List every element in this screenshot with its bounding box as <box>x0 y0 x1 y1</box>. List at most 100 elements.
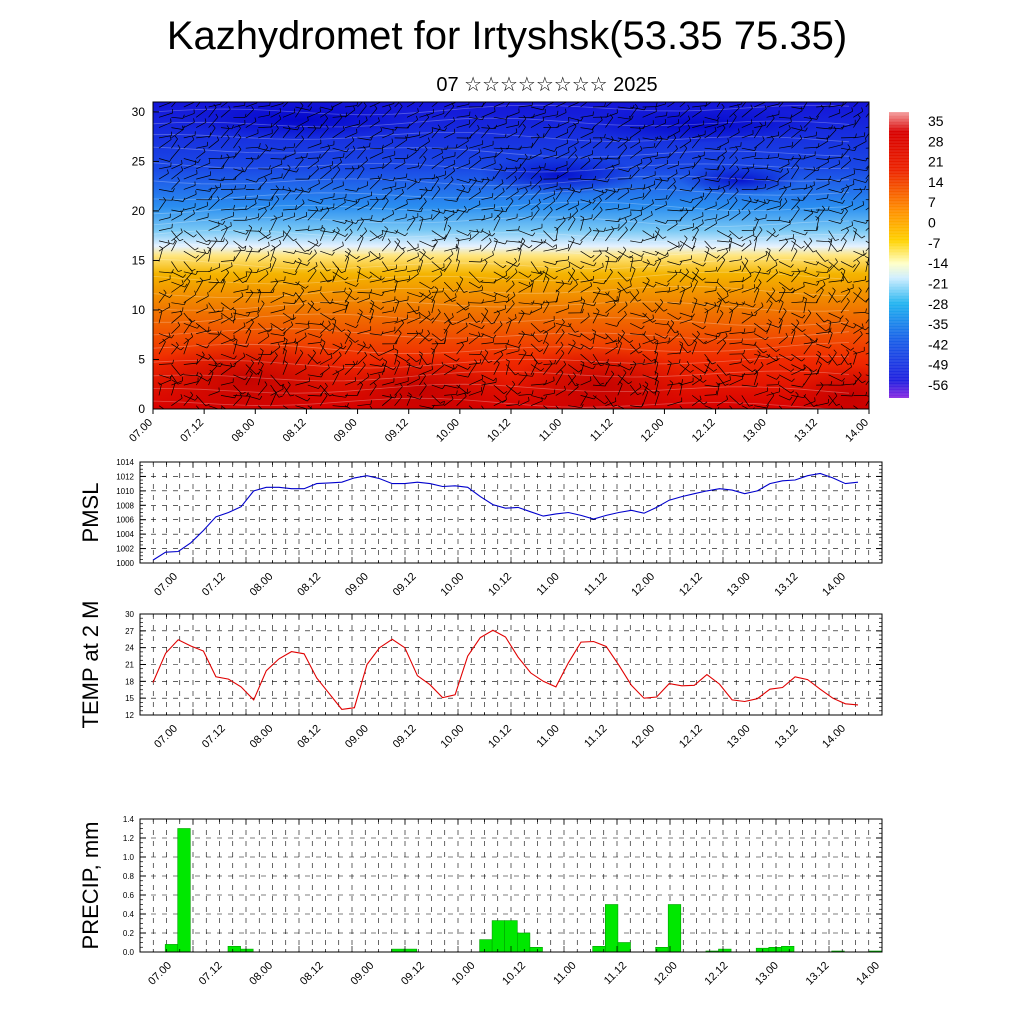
wind-barb <box>233 395 248 397</box>
wind-barb-flag <box>484 259 488 263</box>
wind-barb <box>295 215 307 221</box>
wind-barb <box>840 366 852 376</box>
wind-barb-flag <box>843 276 845 281</box>
wind-barb <box>481 144 494 149</box>
wind-barb-flag <box>555 289 560 293</box>
wind-barb-flag <box>222 176 225 181</box>
wind-barb-flag <box>316 165 319 170</box>
x-tick-label: 10.12 <box>486 571 514 599</box>
wind-barb-flag <box>264 207 267 211</box>
wind-barb-flag <box>607 358 609 363</box>
wind-barb-flag <box>324 392 328 396</box>
wind-barb-flag <box>877 330 878 334</box>
wind-barb <box>258 245 270 252</box>
wind-barb-flag <box>668 287 671 292</box>
wind-barb-flag <box>631 266 636 270</box>
wind-barb-flag <box>816 226 819 231</box>
wind-barb <box>456 123 470 128</box>
wind-barb-flag <box>851 221 853 226</box>
wind-barb-flag <box>870 277 873 280</box>
wind-barb-flag <box>829 102 832 106</box>
wind-barb <box>245 292 254 303</box>
wind-barb <box>295 250 311 255</box>
wind-barb-flag <box>206 415 210 417</box>
wind-barb <box>642 362 655 365</box>
wind-barb <box>468 302 483 304</box>
wind-barb-flag <box>275 185 279 189</box>
wind-barb <box>815 208 825 221</box>
wind-barb-flag <box>873 218 875 222</box>
wind-barb <box>654 230 663 239</box>
wind-barb <box>840 383 856 386</box>
wind-barb <box>505 261 517 273</box>
wind-barb <box>803 261 817 266</box>
wind-barb-flag <box>342 125 345 131</box>
wind-barb <box>195 280 204 293</box>
wind-barb <box>729 269 741 273</box>
wind-barb-flag <box>834 392 838 396</box>
wind-barb <box>158 200 167 211</box>
wind-barb <box>853 353 857 365</box>
wind-barb-flag <box>325 124 329 129</box>
wind-barb <box>505 384 516 396</box>
wind-barb-flag <box>519 145 522 150</box>
wind-barb <box>741 405 750 409</box>
wind-barb <box>258 114 270 118</box>
wind-barb-flag <box>250 157 254 161</box>
wind-barb <box>406 333 419 345</box>
y-tick-label: 1.2 <box>123 834 135 843</box>
wind-barb-flag <box>500 351 504 355</box>
wind-barb <box>158 292 167 303</box>
wind-barb-flag <box>684 144 688 149</box>
wind-barb <box>629 386 642 396</box>
wind-barb <box>518 312 525 324</box>
colorbar-label: -49 <box>928 357 948 373</box>
wind-barb-flag <box>520 238 523 243</box>
wind-barb <box>444 296 457 304</box>
wind-barb <box>642 353 652 362</box>
wind-barb-flag <box>488 230 491 235</box>
wind-barb <box>555 321 565 334</box>
wind-barb <box>282 342 296 345</box>
wind-barb <box>716 157 725 170</box>
wind-barb-flag <box>675 220 678 225</box>
wind-barb-flag <box>428 310 431 315</box>
wind-barb <box>307 160 319 170</box>
wind-barb <box>171 397 183 406</box>
wind-barb <box>481 382 497 386</box>
wind-barb <box>320 250 333 256</box>
wind-barb <box>853 374 862 386</box>
wind-barb <box>753 306 764 314</box>
wind-barb <box>518 230 533 237</box>
wind-barb-flag <box>767 154 770 159</box>
y-tick-label: 1.4 <box>123 815 135 824</box>
wind-barb <box>716 384 720 396</box>
wind-barb <box>630 127 644 129</box>
wind-barb <box>431 404 444 407</box>
wind-barb <box>245 270 253 283</box>
wind-barb-flag <box>406 154 409 159</box>
wind-barb <box>332 346 343 355</box>
pmsl-ylabel: PMSL <box>78 483 103 543</box>
wind-barb-flag <box>571 267 576 271</box>
wind-barb <box>729 331 745 334</box>
wind-barb <box>605 292 617 302</box>
wind-barb <box>567 270 576 283</box>
wind-barb-flag <box>493 334 497 339</box>
wind-barb <box>344 189 357 192</box>
wind-barb <box>381 261 389 271</box>
wind-barb-flag <box>640 158 643 164</box>
wind-barb-flag <box>718 177 721 182</box>
wind-barb-flag <box>845 184 850 188</box>
wind-barb <box>692 215 704 221</box>
wind-barb <box>692 175 707 180</box>
wind-barb <box>617 314 627 324</box>
wind-barb <box>282 362 288 375</box>
wind-barb <box>220 272 229 283</box>
wind-barb <box>840 173 855 180</box>
wind-barb-flag <box>862 200 865 205</box>
wind-barb-flag <box>382 163 384 168</box>
wind-barb-flag <box>701 219 704 224</box>
wind-barb-flag <box>418 374 420 379</box>
wind-barb-flag <box>321 373 324 378</box>
